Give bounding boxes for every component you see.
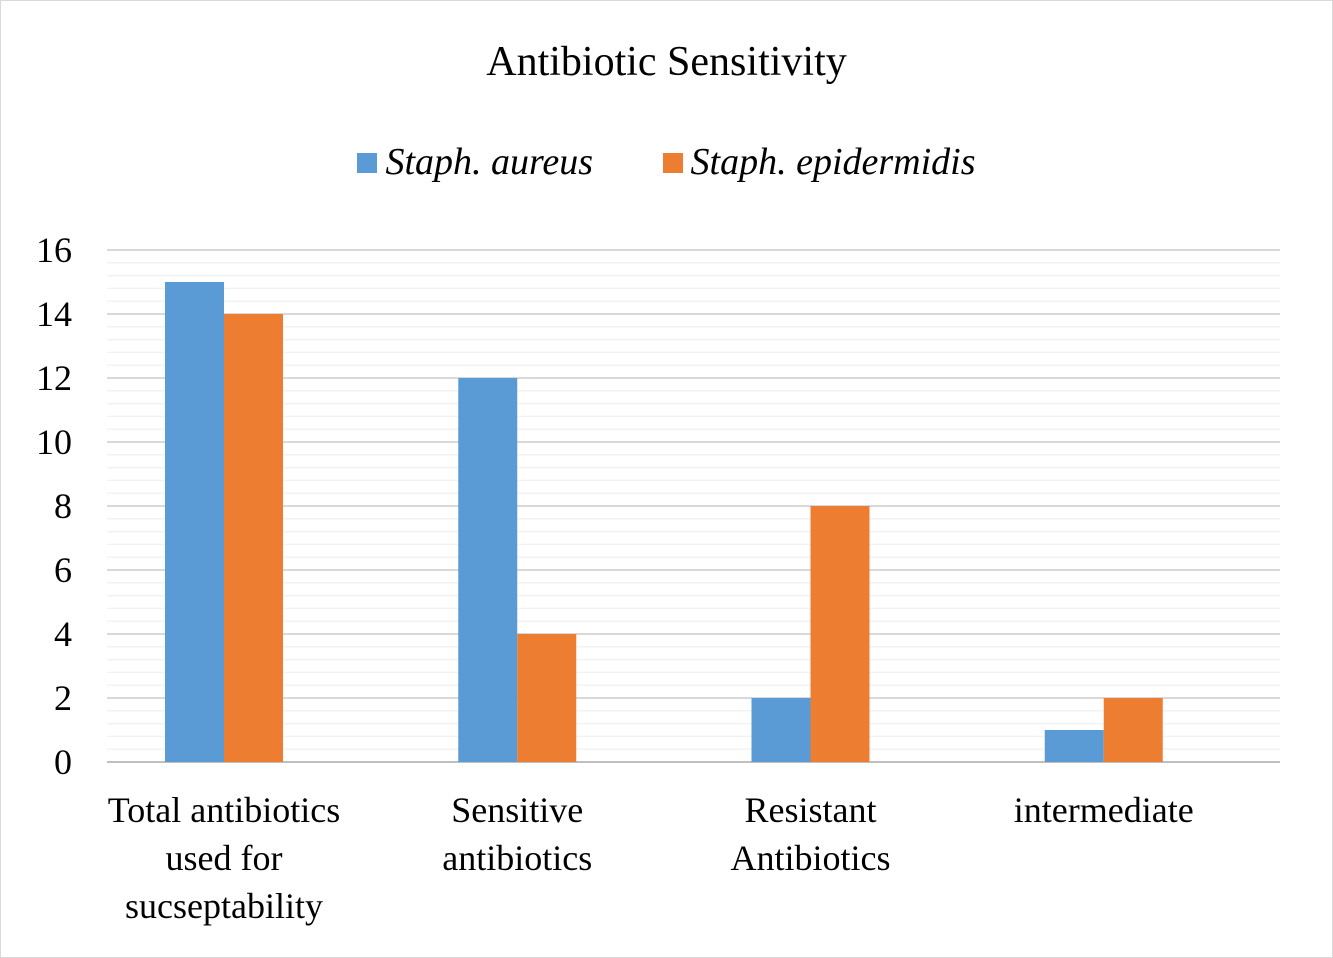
- y-tick-label-7: 14: [36, 294, 72, 334]
- bar-series-0-cat-2: [751, 698, 811, 762]
- legend: Staph. aureus Staph. epidermidis: [0, 140, 1333, 184]
- x-category-label-0-line-2: sucseptability: [125, 886, 323, 926]
- y-tick-label-1: 2: [54, 678, 72, 718]
- x-category-label-0-line-0: Total antibiotics: [108, 790, 340, 830]
- x-category-label-2-line-1: Antibiotics: [731, 838, 891, 878]
- x-category-label-1-line-1: antibiotics: [442, 838, 592, 878]
- legend-swatch-series-1: [662, 153, 683, 173]
- y-tick-label-5: 10: [36, 422, 72, 462]
- x-category-label-3-line-0: intermediate: [1014, 790, 1194, 830]
- y-tick-label-0: 0: [54, 742, 72, 782]
- legend-item-series-0: Staph. aureus: [357, 140, 593, 184]
- y-tick-label-6: 12: [36, 358, 72, 398]
- y-tick-label-4: 8: [54, 486, 72, 526]
- bar-series-1-cat-2: [810, 506, 870, 762]
- y-tick-label-3: 6: [54, 550, 72, 590]
- bar-series-1-cat-1: [517, 634, 577, 762]
- y-tick-label-8: 16: [36, 230, 72, 270]
- bar-series-0-cat-0: [165, 282, 224, 762]
- legend-item-series-1: Staph. epidermidis: [662, 140, 976, 184]
- legend-swatch-series-0: [357, 153, 378, 173]
- legend-label-series-0: Staph. aureus: [385, 141, 594, 183]
- bar-series-1-cat-0: [224, 314, 283, 762]
- legend-label-series-1: Staph. epidermidis: [690, 141, 976, 183]
- x-category-label-1-line-0: Sensitive: [451, 790, 583, 830]
- x-category-label-2-line-0: Resistant: [745, 790, 877, 830]
- bar-series-1-cat-3: [1103, 698, 1163, 762]
- y-tick-label-2: 4: [54, 614, 72, 654]
- chart-title: Antibiotic Sensitivity: [486, 39, 847, 85]
- x-category-label-0-line-1: used for: [166, 838, 283, 878]
- bar-series-0-cat-1: [458, 378, 518, 762]
- bar-series-0-cat-3: [1044, 730, 1104, 762]
